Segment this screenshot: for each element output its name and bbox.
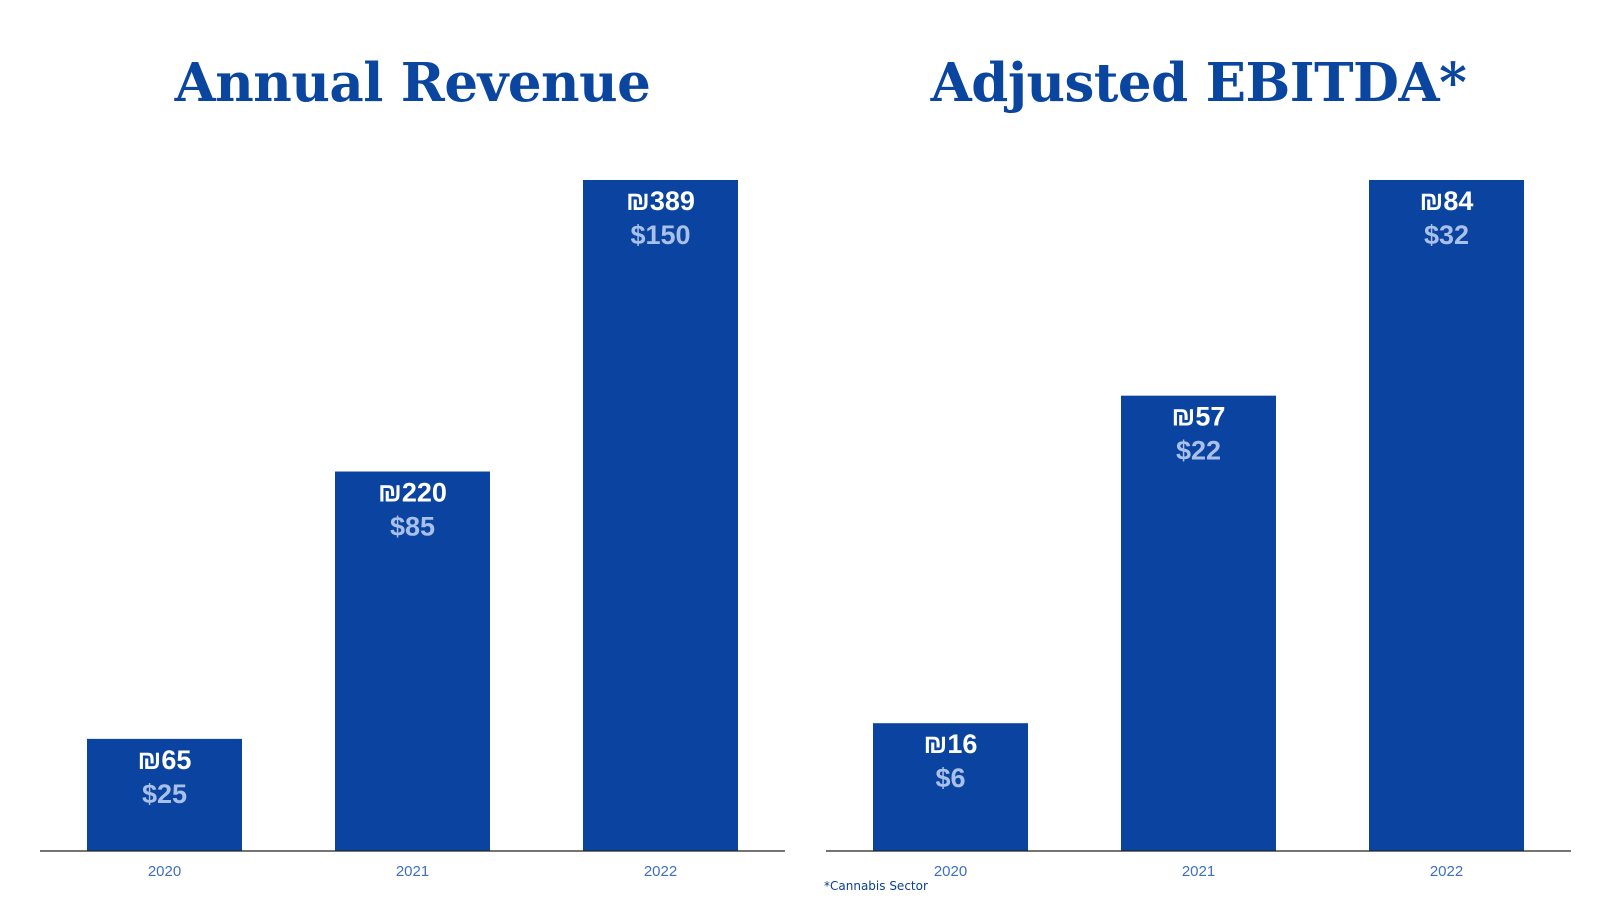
revenue-bar-2020 xyxy=(87,738,242,851)
revenue-bar-2022 xyxy=(583,180,738,851)
ebitda-ils-label-2020: ₪16 xyxy=(924,729,978,759)
ebitda-ils-label-2021: ₪57 xyxy=(1172,402,1226,432)
ebitda-usd-label-2020: $6 xyxy=(935,763,965,793)
ebitda-bar-2022 xyxy=(1369,180,1524,851)
revenue-bar-2021 xyxy=(335,471,490,851)
revenue-ils-label-2022: ₪389 xyxy=(626,186,695,216)
ebitda-chart-title: Adjusted EBITDA* xyxy=(930,52,1467,114)
footnote: *Cannabis Sector xyxy=(824,879,928,893)
revenue-usd-label-2020: $25 xyxy=(142,779,187,809)
revenue-tick-2021: 2021 xyxy=(396,863,429,880)
ebitda-tick-2020: 2020 xyxy=(934,863,967,880)
revenue-ils-label-2021: ₪220 xyxy=(378,478,447,508)
ebitda-usd-label-2022: $32 xyxy=(1424,220,1469,250)
revenue-tick-2022: 2022 xyxy=(644,863,677,880)
revenue-chart-title: Annual Revenue xyxy=(174,52,651,114)
ebitda-bar-2020 xyxy=(873,723,1028,851)
revenue-usd-label-2022: $150 xyxy=(630,220,690,250)
ebitda-usd-label-2021: $22 xyxy=(1176,436,1221,466)
ebitda-ils-label-2022: ₪84 xyxy=(1420,186,1474,216)
ebitda-tick-2022: 2022 xyxy=(1430,863,1463,880)
revenue-usd-label-2021: $85 xyxy=(390,512,435,542)
revenue-tick-2020: 2020 xyxy=(148,863,181,880)
revenue-ils-label-2020: ₪65 xyxy=(138,745,192,775)
ebitda-tick-2021: 2021 xyxy=(1182,863,1215,880)
ebitda-bar-2021 xyxy=(1121,395,1276,851)
